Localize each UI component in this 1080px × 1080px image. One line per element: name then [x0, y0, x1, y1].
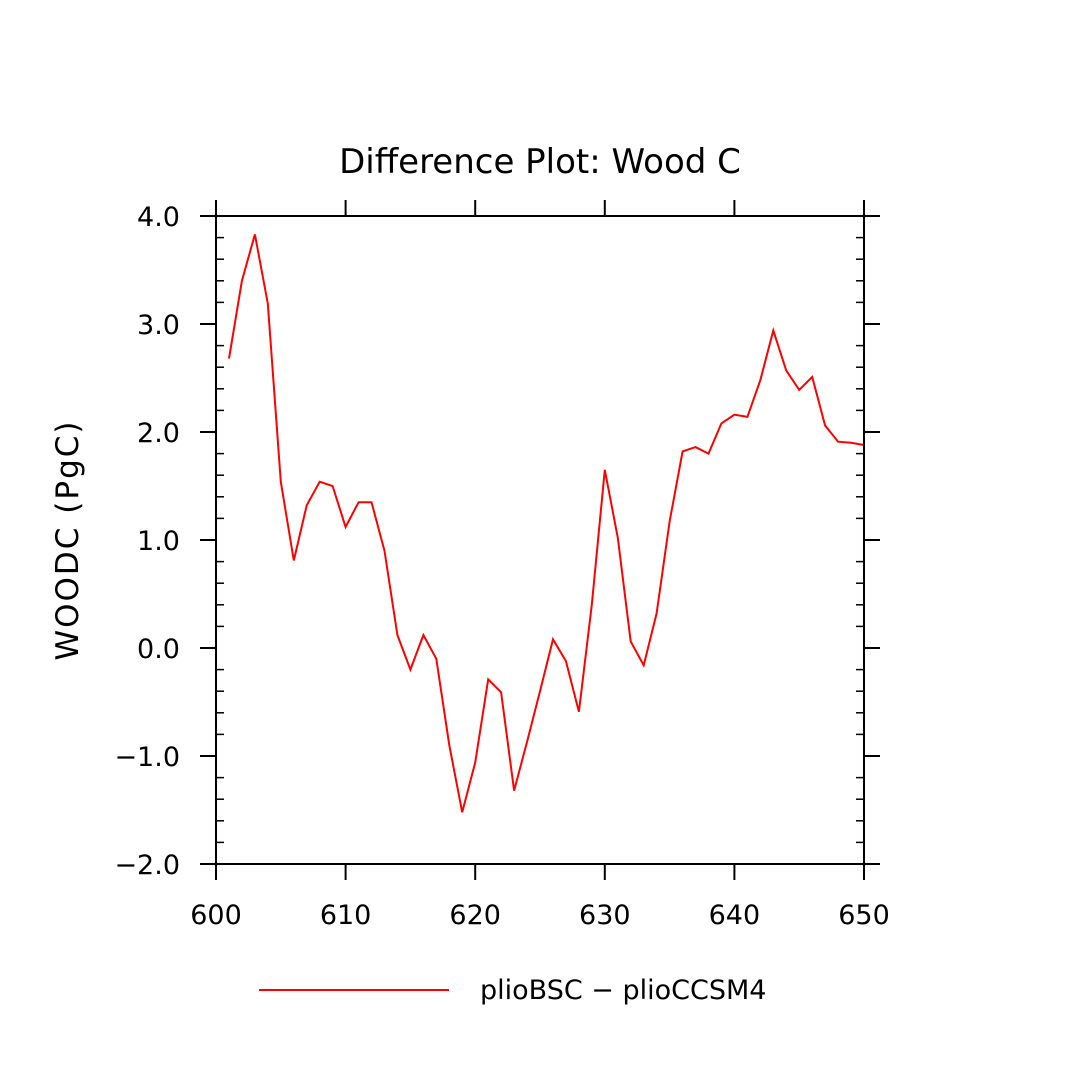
series-line — [228, 234, 865, 813]
y-tick-label: −1.0 — [114, 742, 180, 773]
y-axis-label: WOODC (PgC) — [50, 419, 86, 660]
chart-title: Difference Plot: Wood C — [339, 142, 741, 182]
legend: plioBSC − plioCCSM4 — [259, 975, 766, 1006]
x-tick-label: 620 — [449, 900, 501, 931]
x-tick-label: 650 — [838, 900, 890, 931]
plot-frame — [215, 215, 865, 865]
y-tick-label: 4.0 — [137, 202, 180, 233]
y-tick-labels: −2.0 −1.0 0.0 1.0 2.0 3.0 4.0 — [114, 202, 180, 881]
y-tick-label: 2.0 — [137, 418, 180, 449]
x-tick-label: 600 — [190, 900, 242, 931]
y-tick-label: 3.0 — [137, 310, 180, 341]
y-tick-label: −2.0 — [114, 850, 180, 881]
x-tick-label: 610 — [320, 900, 372, 931]
y-tick-label: 1.0 — [137, 526, 180, 557]
legend-label: plioBSC − plioCCSM4 — [480, 975, 766, 1006]
x-tick-label: 640 — [709, 900, 761, 931]
x-tick-labels: 600 610 620 630 640 650 — [190, 900, 890, 931]
y-tick-label: 0.0 — [137, 634, 180, 665]
axis-ticks — [200, 200, 880, 880]
x-tick-label: 630 — [579, 900, 631, 931]
